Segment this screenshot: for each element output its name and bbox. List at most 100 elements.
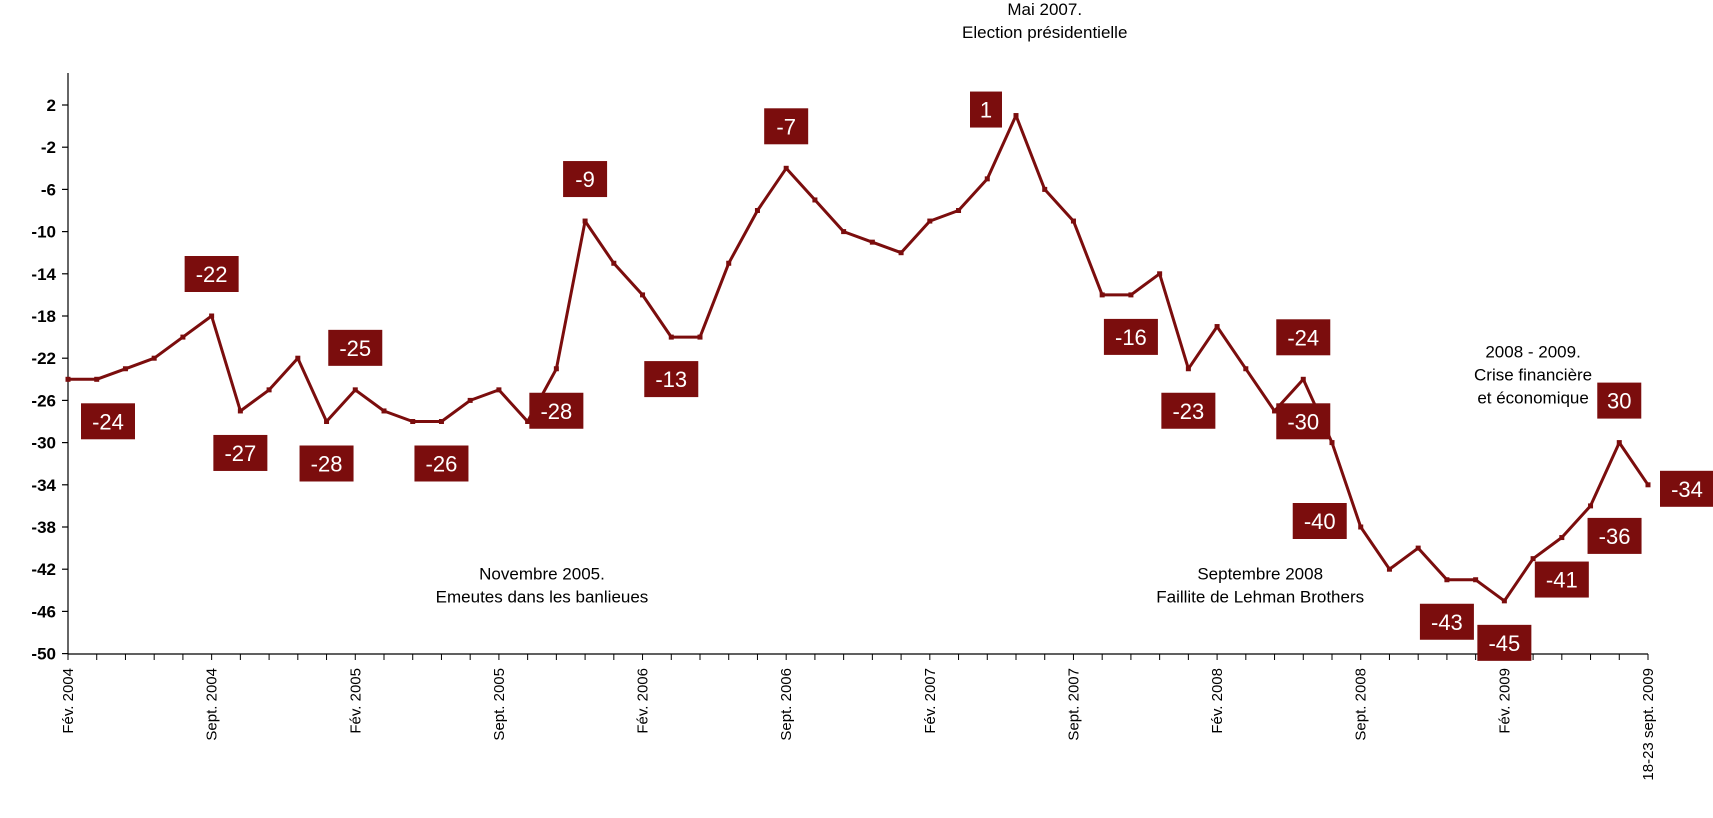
data-label: -26 <box>414 445 469 482</box>
data-label-box <box>1534 561 1589 598</box>
data-point <box>1473 577 1479 583</box>
data-label-text: -40 <box>1304 509 1336 534</box>
data-label-text: 1 <box>980 98 992 123</box>
data-label: -27 <box>213 434 268 471</box>
data-point <box>65 376 71 382</box>
data-label: -41 <box>1534 561 1589 598</box>
data-point <box>209 313 215 319</box>
data-label: -22 <box>184 256 239 292</box>
data-point <box>611 260 617 266</box>
data-label-text: 30 <box>1607 389 1631 414</box>
data-point <box>697 334 703 340</box>
x-tick-label: Fév. 2009 <box>1496 668 1513 734</box>
data-label-text: -22 <box>196 262 228 287</box>
data-point <box>324 419 330 424</box>
data-point <box>1157 271 1163 277</box>
data-label-box <box>1419 603 1474 640</box>
data-label-text: -26 <box>426 452 458 477</box>
data-label: -13 <box>644 361 699 398</box>
x-tick-label: Sept. 2004 <box>204 668 221 741</box>
data-label-text: -24 <box>92 409 124 434</box>
x-tick-label: Sept. 2006 <box>778 668 795 741</box>
data-point <box>1070 218 1076 224</box>
data-point <box>1214 324 1220 330</box>
data-label: -24 <box>81 403 135 440</box>
data-label: 30 <box>1597 382 1642 419</box>
data-label-box <box>764 108 809 145</box>
data-label-box <box>1292 503 1347 539</box>
data-label: -34 <box>1660 470 1713 507</box>
data-label-text: -45 <box>1488 631 1520 656</box>
data-point <box>1128 292 1134 298</box>
y-tick-label: 2 <box>47 96 56 115</box>
data-label: -30 <box>1276 403 1331 440</box>
annotation-line: et économique <box>1477 388 1589 407</box>
y-tick-label: -2 <box>41 138 56 157</box>
data-labels: -24 -22 -27 -28 -25 -26 -28 -9 -13 -7 1 -16 -23 -24 -3… <box>81 91 1713 661</box>
annotation-line: 2008 - 2009. <box>1485 342 1580 361</box>
x-tick-label: Fév. 2005 <box>347 668 364 734</box>
data-label-box <box>644 361 699 398</box>
data-label: -28 <box>529 392 584 429</box>
data-point <box>467 397 473 403</box>
y-tick-label: -46 <box>31 602 56 621</box>
data-label-text: -41 <box>1546 568 1578 593</box>
data-point <box>1099 292 1105 298</box>
data-point <box>1042 186 1048 192</box>
data-label-text: -23 <box>1172 399 1204 424</box>
data-label: -7 <box>764 108 809 145</box>
data-label-box <box>1597 382 1642 419</box>
x-axis: Fév. 2004 Sept. 2004 Fév. 2005 Sept. 2005 Fé… <box>60 653 1657 781</box>
data-label-box <box>1103 318 1158 355</box>
data-point <box>352 387 358 393</box>
data-label-box <box>184 256 239 292</box>
data-label-box <box>1276 403 1331 440</box>
data-point <box>668 334 674 340</box>
data-label-box <box>1660 470 1713 507</box>
data-point <box>151 355 157 361</box>
y-tick-label: -30 <box>31 434 56 453</box>
y-tick-label: -10 <box>31 223 56 242</box>
annotation: 2008 - 2009. Crise financière et économiqu… <box>1474 342 1592 407</box>
data-point <box>812 197 818 203</box>
data-label-box <box>563 161 608 198</box>
data-point <box>1588 503 1594 509</box>
data-point <box>1559 535 1565 541</box>
data-point <box>1530 556 1536 562</box>
data-point <box>898 250 904 256</box>
data-label-text: -36 <box>1599 524 1631 549</box>
data-label-text: -30 <box>1287 409 1319 434</box>
data-point <box>841 229 847 235</box>
data-point <box>640 292 646 298</box>
data-label-box <box>529 392 584 429</box>
data-label: -9 <box>563 161 608 198</box>
data-point <box>956 208 962 213</box>
data-label-box <box>1276 319 1331 356</box>
data-point <box>1358 524 1364 530</box>
series-line <box>68 114 1650 603</box>
data-point <box>726 260 732 266</box>
annotation-line: Crise financière <box>1474 365 1592 384</box>
data-point <box>525 419 531 424</box>
data-point <box>122 366 128 372</box>
data-label-box <box>970 91 1002 128</box>
y-tick-label: -50 <box>31 645 56 664</box>
data-point <box>783 165 789 171</box>
data-label: -43 <box>1419 603 1474 640</box>
data-point <box>266 387 272 393</box>
annotation: Septembre 2008 Faillite de Lehman Brother… <box>1156 564 1364 606</box>
y-tick-label: -38 <box>31 518 56 537</box>
annotation-line: Novembre 2005. <box>479 564 605 583</box>
data-label-text: -28 <box>311 452 343 477</box>
data-label-text: -7 <box>776 114 796 139</box>
y-tick-label: -22 <box>31 349 56 368</box>
data-label-text: -16 <box>1115 325 1147 350</box>
data-point <box>381 408 387 414</box>
y-tick-label: -34 <box>31 476 56 495</box>
data-point <box>984 176 990 182</box>
x-tick-label: Sept. 2008 <box>1353 668 1370 741</box>
annotation-line: Mai 2007. <box>1007 0 1082 19</box>
data-point <box>237 408 243 414</box>
data-label-text: -28 <box>540 399 572 424</box>
data-label-box <box>1477 624 1532 661</box>
